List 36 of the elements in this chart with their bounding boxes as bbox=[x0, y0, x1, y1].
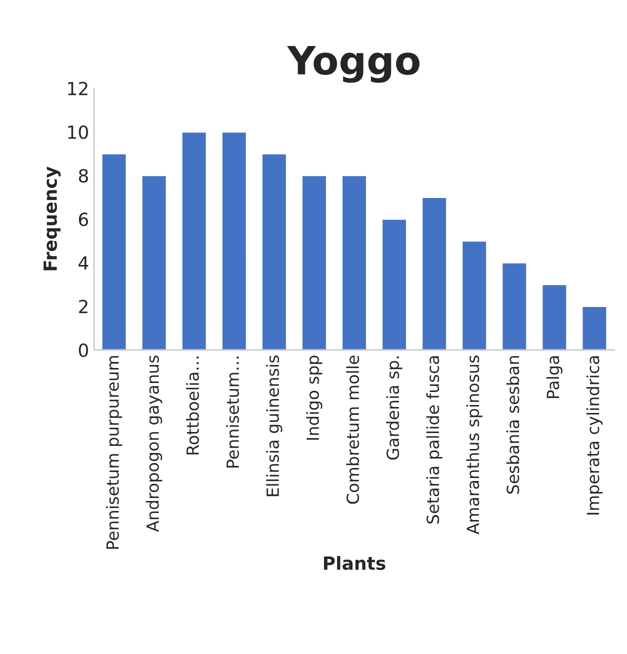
x-tick-label: Gardenia sp. bbox=[386, 356, 402, 460]
y-tick-label: 6 bbox=[78, 212, 88, 226]
y-tick-label: 4 bbox=[78, 256, 88, 270]
bar bbox=[301, 174, 328, 350]
y-axis-title: Frequency bbox=[44, 166, 61, 270]
x-tick-label: Setaria pallide fusca bbox=[426, 356, 442, 524]
bar bbox=[581, 306, 608, 350]
x-tick-label: Pennisetum… bbox=[226, 356, 239, 468]
bar bbox=[501, 262, 528, 350]
bar bbox=[100, 152, 128, 350]
bar bbox=[341, 174, 368, 350]
y-tick-label: 10 bbox=[68, 125, 88, 140]
x-tick-label: Rottboelia… bbox=[186, 356, 199, 454]
y-tick-label: 8 bbox=[78, 168, 88, 183]
bar bbox=[221, 131, 248, 350]
x-tick-label: Combretum molle bbox=[346, 356, 360, 504]
x-tick-label: Imperata cylindrica bbox=[586, 356, 603, 515]
chart-title: Yoggo bbox=[287, 46, 420, 83]
x-tick-label: Sesbania sesban bbox=[506, 356, 520, 494]
x-tick-label: Pennisetum purpureum bbox=[106, 356, 122, 549]
x-tick-label: Amaranthus spinosus bbox=[466, 356, 482, 534]
x-tick-label: Palga bbox=[546, 356, 562, 398]
bar bbox=[421, 196, 448, 350]
bar bbox=[140, 174, 168, 350]
x-tick-label: Indigo spp bbox=[306, 356, 322, 440]
y-tick-label: 0 bbox=[78, 343, 88, 358]
bar bbox=[181, 131, 208, 350]
bar bbox=[261, 152, 288, 350]
x-tick-label: Ellinsia guinensis bbox=[266, 356, 282, 496]
y-tick-label: 12 bbox=[68, 82, 88, 96]
x-axis-title: Plants bbox=[324, 556, 386, 570]
bar bbox=[541, 284, 568, 350]
bar bbox=[381, 218, 408, 350]
bar bbox=[461, 240, 488, 350]
y-tick-label: 2 bbox=[79, 300, 88, 314]
x-tick-label: Andropogon gayanus bbox=[146, 356, 162, 532]
